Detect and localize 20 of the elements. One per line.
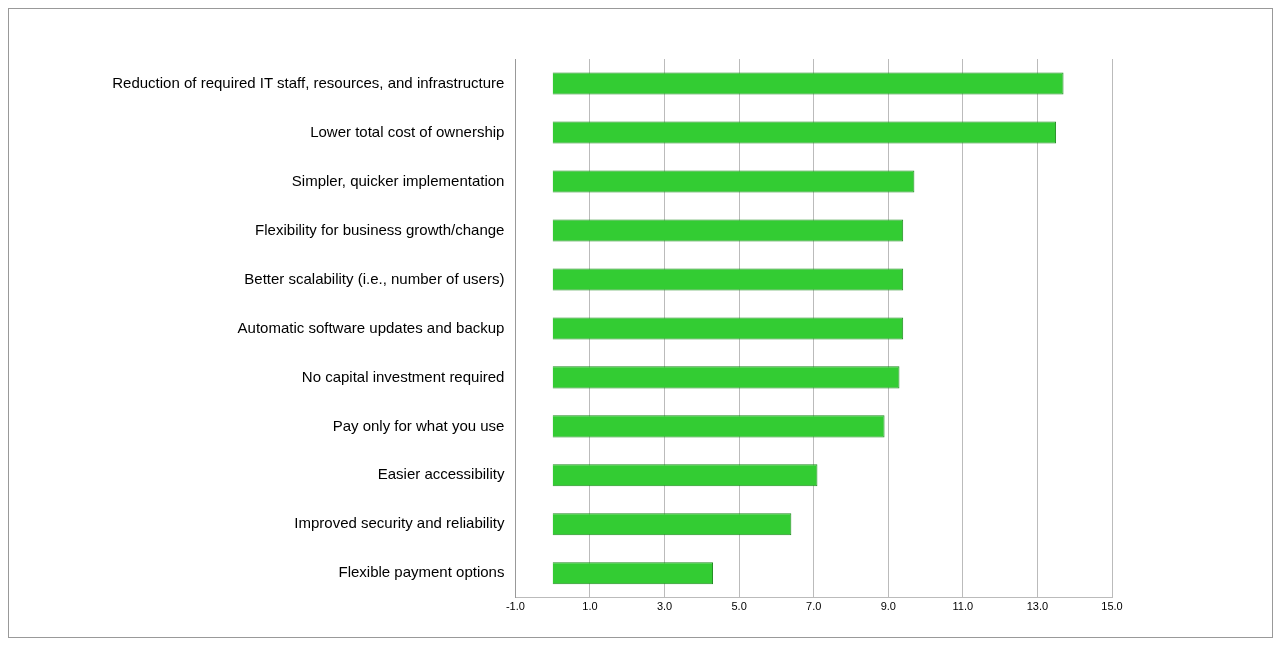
x-tick-label: 15.0 (1101, 600, 1123, 613)
y-tick-label: Flexible payment options (338, 563, 505, 581)
y-tick-label: Easier accessibility (377, 465, 505, 483)
x-tick-label: 13.0 (1026, 600, 1049, 613)
y-tick-label: Improved security and reliability (294, 514, 505, 532)
x-tick-label: 9.0 (880, 600, 896, 613)
x-tick-label: 11.0 (952, 600, 974, 613)
y-tick-label: Lower total cost of ownership (310, 122, 505, 140)
x-tick-label: 1.0 (582, 600, 598, 613)
x-tick-label: 3.0 (656, 600, 673, 613)
y-tick-label: Flexibility for business growth/change (255, 220, 505, 238)
y-tick-label: Simpler, quicker implementation (291, 171, 505, 189)
y-tick-label: Reduction of required IT staff, resources, and infrastructure (112, 73, 505, 91)
y-tick-label: No capital investment required (301, 367, 505, 385)
x-tick-label: 7.0 (806, 600, 822, 613)
y-tick-label: Pay only for what you use (332, 416, 505, 434)
y-tick-label: Better scalability (i.e., number of users) (244, 269, 505, 287)
x-tick-label: 5.0 (731, 600, 747, 613)
y-tick-label: Automatic software updates and backup (237, 318, 505, 336)
x-tick-label: -1.0 (505, 600, 525, 613)
